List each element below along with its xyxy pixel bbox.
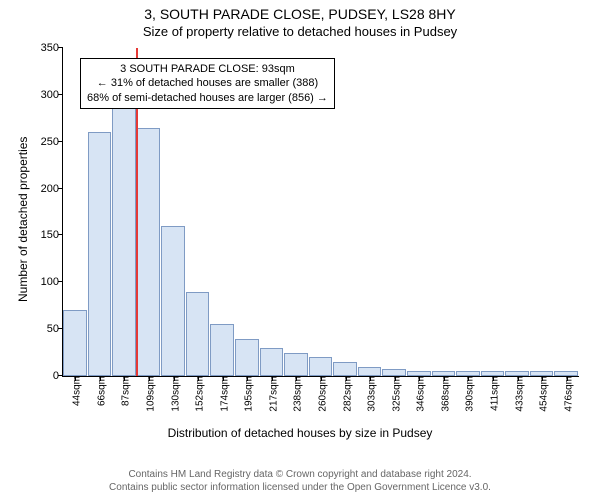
- bar: [358, 367, 382, 376]
- x-tick-label: 346sqm: [412, 376, 427, 412]
- y-tick-label: 250: [41, 136, 63, 148]
- x-tick-label: 303sqm: [363, 376, 378, 412]
- bar: [186, 292, 210, 376]
- x-tick-label: 174sqm: [215, 376, 230, 412]
- y-tick-label: 0: [53, 370, 63, 382]
- y-tick-label: 100: [41, 276, 63, 288]
- bar: [235, 339, 259, 376]
- footer: Contains HM Land Registry data © Crown c…: [0, 468, 600, 494]
- x-tick-label: 130sqm: [166, 376, 181, 412]
- x-tick-label: 152sqm: [191, 376, 206, 412]
- x-tick-label: 454sqm: [535, 376, 550, 412]
- annotation-line-3: 68% of semi-detached houses are larger (…: [87, 91, 328, 105]
- y-axis-label: Number of detached properties: [16, 137, 30, 302]
- bar: [382, 369, 406, 376]
- x-tick-label: 476sqm: [559, 376, 574, 412]
- bar: [333, 362, 357, 376]
- x-tick-label: 260sqm: [314, 376, 329, 412]
- footer-line-1: Contains HM Land Registry data © Crown c…: [0, 468, 600, 481]
- x-tick-label: 325sqm: [387, 376, 402, 412]
- footer-line-2: Contains public sector information licen…: [0, 481, 600, 494]
- bar: [284, 353, 308, 376]
- chart-subtitle: Size of property relative to detached ho…: [0, 24, 600, 39]
- bar: [309, 357, 333, 376]
- chart-title: 3, SOUTH PARADE CLOSE, PUDSEY, LS28 8HY: [0, 6, 600, 22]
- x-tick-label: 411sqm: [486, 376, 501, 411]
- bar: [260, 348, 284, 376]
- annotation-line-2: ← 31% of detached houses are smaller (38…: [87, 76, 328, 90]
- annotation-line-1: 3 SOUTH PARADE CLOSE: 93sqm: [87, 62, 328, 76]
- x-tick-label: 109sqm: [142, 376, 157, 412]
- bar: [137, 128, 161, 376]
- x-tick-label: 282sqm: [338, 376, 353, 412]
- x-tick-label: 195sqm: [240, 376, 255, 412]
- annotation-box: 3 SOUTH PARADE CLOSE: 93sqm ← 31% of det…: [80, 58, 335, 109]
- bar: [161, 226, 185, 376]
- bar: [112, 90, 136, 376]
- y-tick-label: 300: [41, 89, 63, 101]
- y-tick-label: 50: [47, 323, 63, 335]
- y-tick-label: 350: [41, 42, 63, 54]
- x-tick-label: 217sqm: [264, 376, 279, 412]
- x-tick-label: 238sqm: [289, 376, 304, 412]
- bar: [63, 310, 87, 376]
- x-tick-label: 390sqm: [461, 376, 476, 412]
- x-tick-label: 368sqm: [436, 376, 451, 412]
- y-tick-label: 200: [41, 183, 63, 195]
- y-tick-label: 150: [41, 229, 63, 241]
- x-axis-label: Distribution of detached houses by size …: [0, 426, 600, 440]
- bar: [210, 324, 234, 376]
- bar: [88, 132, 112, 376]
- x-tick-label: 433sqm: [510, 376, 525, 412]
